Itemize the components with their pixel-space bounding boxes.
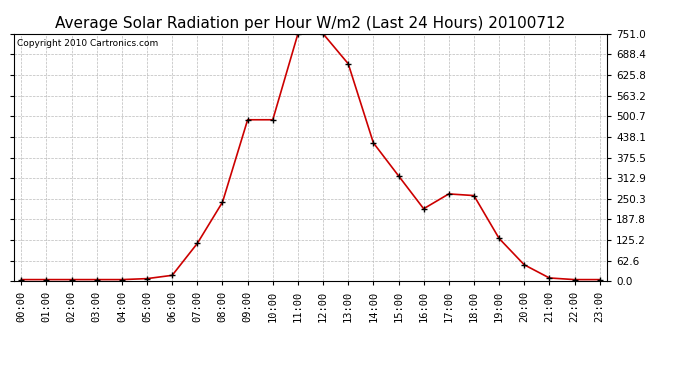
Title: Average Solar Radiation per Hour W/m2 (Last 24 Hours) 20100712: Average Solar Radiation per Hour W/m2 (L… [55,16,566,31]
Text: Copyright 2010 Cartronics.com: Copyright 2010 Cartronics.com [17,39,158,48]
